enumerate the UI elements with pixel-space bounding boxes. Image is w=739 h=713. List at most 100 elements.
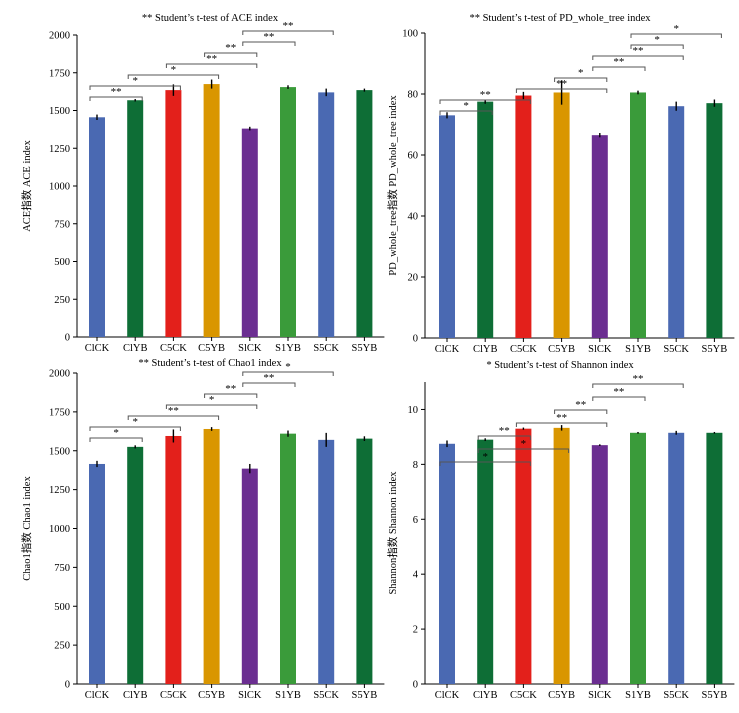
bar-S5YB [706,103,723,339]
significance-bracket [630,44,684,49]
y-axis-label: ACE指数 ACE index [20,139,33,231]
y-tick-label: 20 [408,273,419,284]
y-tick-label: 250 [54,295,70,306]
significance-bracket [242,382,296,387]
bar-C5YB [553,427,570,684]
bar-S5YB [706,432,723,684]
y-tick-label: 0 [413,680,418,691]
significance-bracket [89,437,143,442]
x-tick-label: ClCK [435,344,460,355]
significance-bracket [592,55,684,60]
significance-bracket [165,63,258,68]
significance-label: ** [480,89,491,101]
bar-S1YB [630,432,646,684]
significance-label: ** [613,56,624,68]
x-tick-label: C5CK [160,690,187,701]
significance-label: * [132,75,138,87]
chart-panel-3: ** Student’s t-test of Chao1 index Chao1指… [20,358,385,701]
x-tick-label: S5YB [702,690,728,701]
significance-label: ** [225,42,236,54]
y-axis-label: Shannon指数 Shannon index [386,471,399,595]
y-tick-label: 60 [408,151,419,162]
significance-bracket [592,66,646,71]
x-tick-label: SlCK [238,343,262,354]
x-tick-label: C5CK [510,690,537,701]
significance-bracket [242,41,296,46]
significance-bracket [439,110,493,115]
significance-bracket [439,461,531,466]
y-tick-label: 500 [54,602,70,613]
significance-label: ** [263,31,274,43]
bar-SlCK [241,128,258,337]
bar-ClCK [89,463,105,684]
bar-S5YB [356,90,373,338]
x-tick-label: S5YB [352,690,378,701]
y-tick-label: 0 [65,333,70,344]
significance-label: ** [633,45,644,57]
y-tick-label: 750 [54,219,70,230]
y-axis-label: PD_whole_tree指数 PD_whole_tree index [386,95,399,276]
bar-ClYB [477,439,494,684]
significance-label: ** [556,78,567,90]
y-tick-label: 4 [413,570,419,581]
bar-C5CK [165,90,182,338]
y-tick-label: 2 [413,625,418,636]
significance-label: * [521,438,527,450]
y-tick-label: 500 [54,257,70,268]
y-tick-label: 1000 [49,524,70,535]
significance-bracket [515,88,608,93]
x-tick-label: C5YB [548,690,575,701]
bar-SlCK [241,468,258,684]
x-tick-label: S5CK [313,690,339,701]
significance-label: ** [225,383,236,395]
bar-ClYB [127,100,144,338]
x-tick-label: SlCK [238,690,262,701]
y-tick-label: 10 [408,405,419,416]
y-tick-label: 2000 [49,369,70,380]
significance-label: * [171,64,177,76]
significance-bracket [515,422,608,427]
bar-S5YB [356,438,373,684]
significance-label: * [482,451,488,463]
y-tick-label: 750 [54,563,70,574]
x-tick-label: ClYB [123,690,148,701]
significance-label: ** [263,372,274,384]
significance-label: ** [283,20,294,32]
y-tick-label: 0 [413,334,418,345]
bar-ClCK [439,443,455,684]
x-tick-label: ClYB [123,343,148,354]
bar-C5YB [203,84,220,337]
x-tick-label: C5CK [510,344,537,355]
significance-label: ** [111,86,122,98]
chart-title: ** Student’s t-test of PD_whole_tree ind… [469,13,651,24]
bar-S5CK [318,92,335,337]
significance-label: * [654,34,660,46]
bar-ClYB [127,446,144,684]
significance-label: * [285,361,291,373]
chart-title: * Student’s t-test of Shannon index [486,360,634,371]
significance-label: ** [168,405,179,417]
significance-bracket [554,409,608,414]
x-tick-label: S5CK [663,344,689,355]
bar-S1YB [280,87,296,337]
x-tick-label: ClYB [473,690,498,701]
x-tick-label: ClCK [85,343,110,354]
bar-C5YB [553,92,570,338]
x-tick-label: S5YB [702,344,728,355]
y-tick-label: 1250 [49,485,70,496]
y-tick-label: 1750 [49,68,70,79]
bar-S5CK [668,106,685,338]
chart-title: ** Student’s t-test of ACE index [142,13,279,24]
y-tick-label: 100 [402,29,418,40]
significance-label: * [578,67,584,79]
significance-bracket [204,393,258,398]
bar-ClYB [477,101,494,338]
significance-label: * [113,427,119,439]
significance-bracket [165,404,258,409]
y-tick-label: 6 [413,515,418,526]
bar-S1YB [280,433,296,684]
significance-bracket [89,96,143,101]
y-tick-label: 1250 [49,144,70,155]
y-axis-label: Chao1指数 Chao1 index [20,476,33,581]
significance-label: ** [613,386,624,398]
